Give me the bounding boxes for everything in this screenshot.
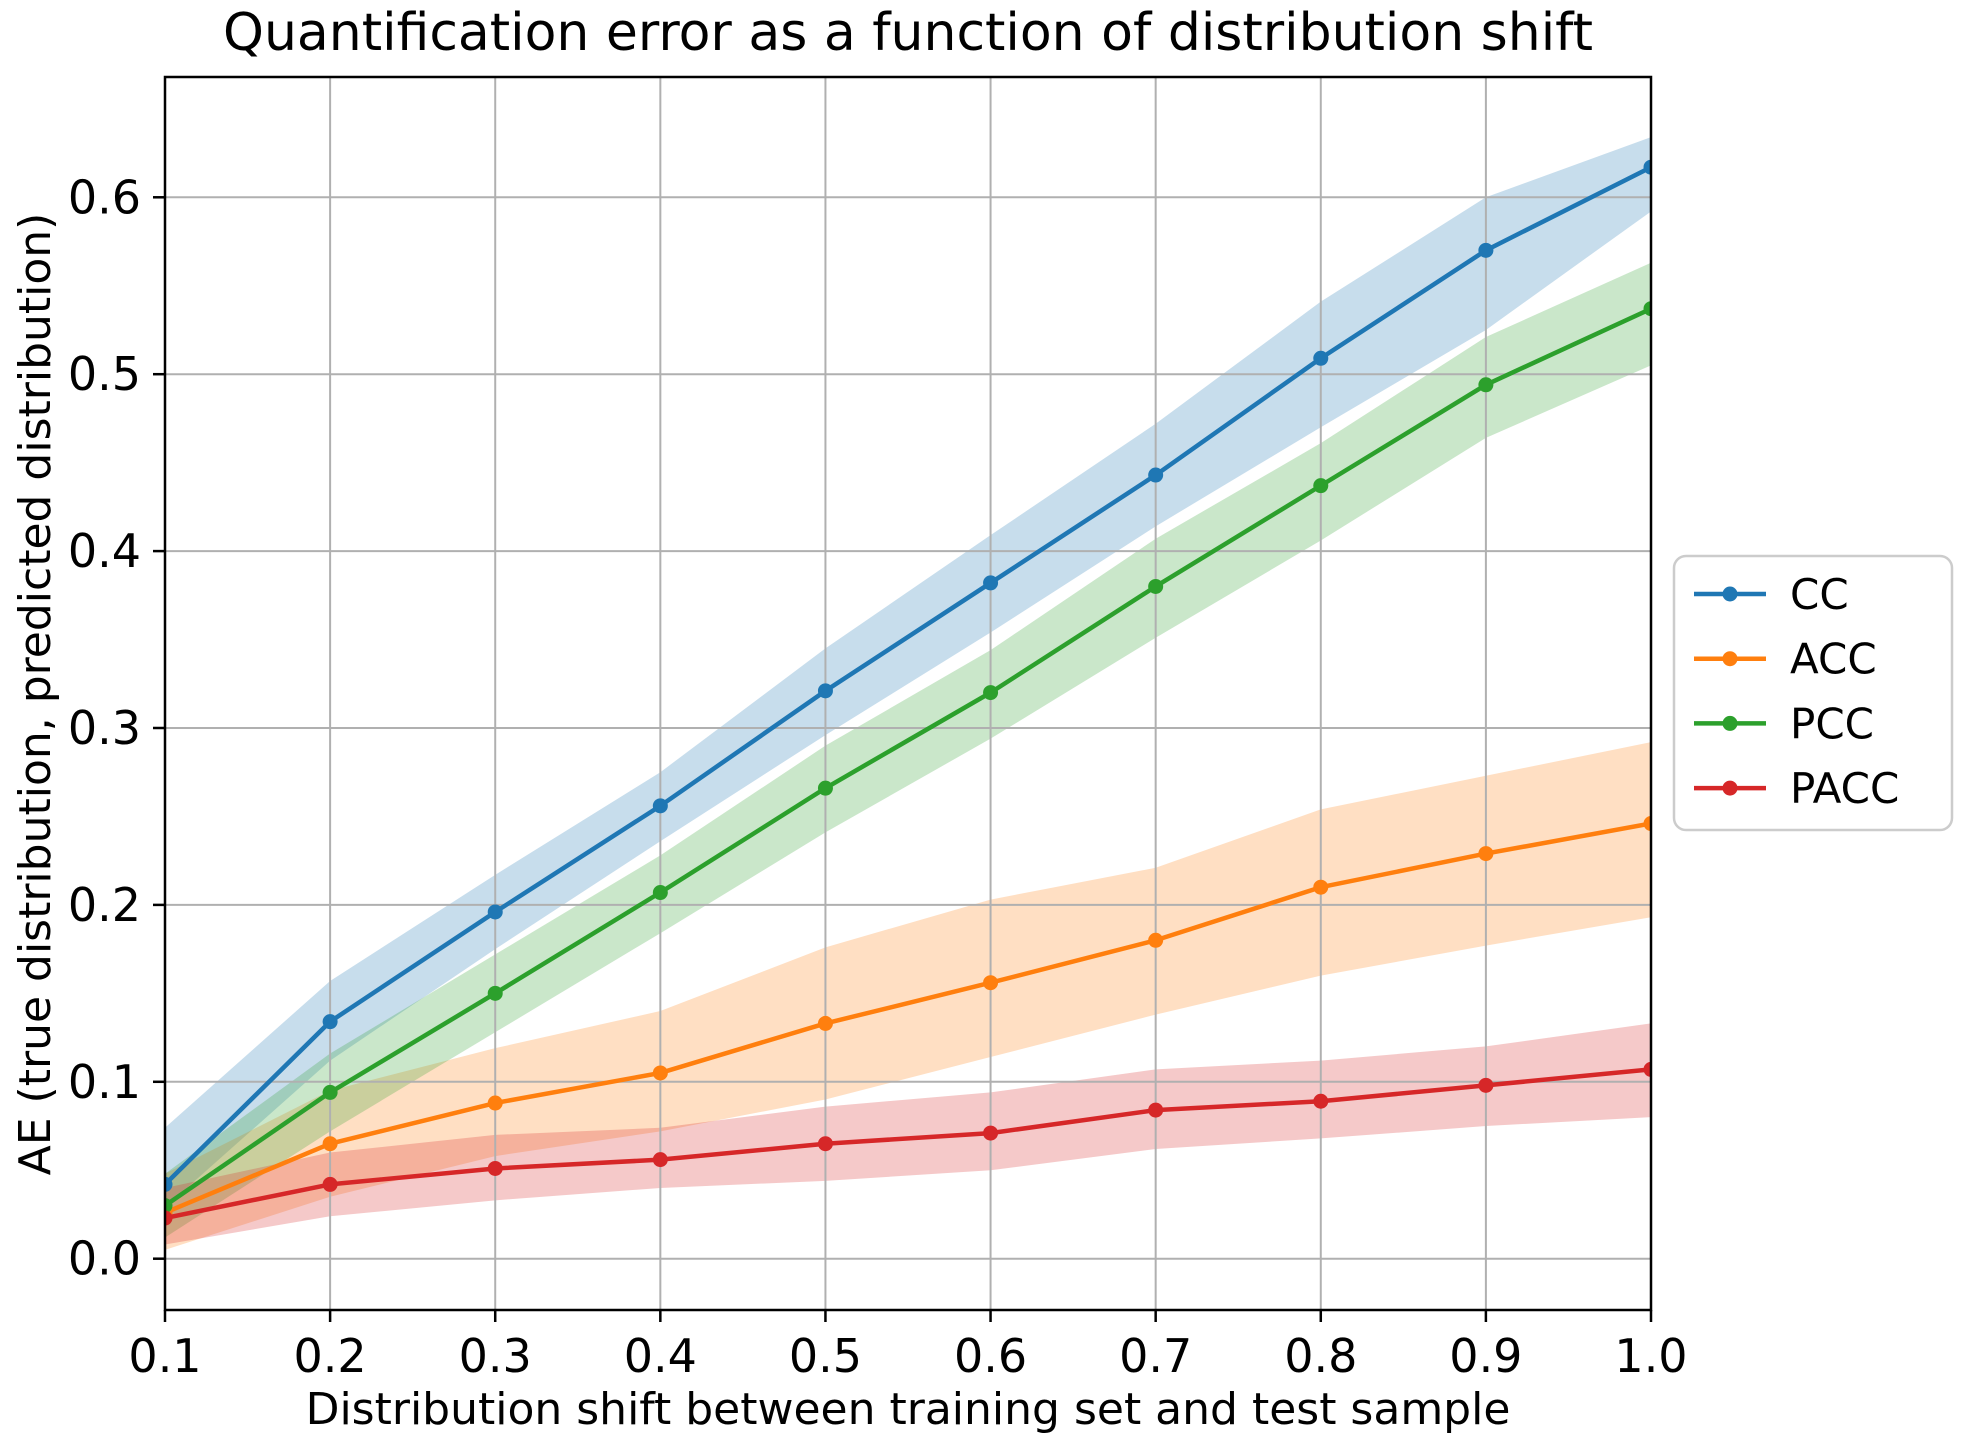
- legend-label-pacc: PACC: [1790, 764, 1899, 813]
- y-axis-label: AE (true distribution, predicted distrib…: [10, 213, 61, 1176]
- marker-acc: [1643, 816, 1651, 832]
- legend-label-cc: CC: [1790, 570, 1849, 619]
- marker-pacc: [652, 1152, 668, 1168]
- legend-marker-pcc: [1722, 715, 1738, 731]
- marker-pcc: [652, 885, 668, 901]
- legend-label-acc: ACC: [1790, 635, 1877, 684]
- y-tick-label: 0.0: [68, 1232, 141, 1286]
- marker-cc: [322, 1014, 338, 1030]
- marker-pacc: [487, 1160, 503, 1176]
- legend-marker-cc: [1722, 586, 1738, 602]
- y-tick-label: 0.3: [68, 701, 141, 755]
- marker-pacc: [817, 1136, 833, 1152]
- marker-pacc: [1148, 1102, 1164, 1118]
- band-pacc: [165, 1023, 1651, 1245]
- band-pcc: [165, 262, 1651, 1238]
- marker-pcc: [983, 685, 999, 701]
- marker-pcc: [1148, 578, 1164, 594]
- x-tick-label: 0.3: [459, 1329, 532, 1383]
- marker-acc: [652, 1065, 668, 1081]
- band-acc: [165, 742, 1651, 1250]
- marker-pacc: [1643, 1061, 1651, 1077]
- marker-cc: [652, 798, 668, 814]
- marker-pcc: [165, 1198, 173, 1214]
- line-pacc: [165, 1067, 1651, 1221]
- marker-pcc: [1478, 377, 1494, 393]
- plot-border: [163, 75, 1653, 1312]
- x-tick-label: 0.7: [1119, 1329, 1192, 1383]
- marker-pacc: [1313, 1093, 1329, 1109]
- band-cc: [165, 137, 1651, 1208]
- marker-cc: [1148, 467, 1164, 483]
- marker-cc: [1478, 242, 1494, 258]
- chart-title: Quantification error as a function of di…: [223, 3, 1593, 63]
- y-tick-label: 0.5: [68, 347, 141, 401]
- y-tick-label: 0.4: [68, 524, 141, 578]
- marker-pcc: [817, 780, 833, 796]
- x-axis-label: Distribution shift between training set …: [306, 1384, 1511, 1435]
- marker-acc: [1313, 879, 1329, 895]
- marker-pcc: [322, 1084, 338, 1100]
- legend-marker-pacc: [1722, 780, 1738, 796]
- x-tick-label: 1.0: [1614, 1329, 1687, 1383]
- x-tick-label: 0.5: [789, 1329, 862, 1383]
- marker-pcc: [487, 985, 503, 1001]
- marker-cc: [165, 1176, 173, 1192]
- axis-ticks-layer: 0.1 0.2 0.3 0.4 0.5 0.6 0.7 0.8 0.9 1.0 0.0 0.1 0.2 0…: [68, 170, 1688, 1383]
- marker-acc: [487, 1095, 503, 1111]
- marker-cc: [817, 683, 833, 699]
- x-tick-label: 0.9: [1449, 1329, 1522, 1383]
- x-tick-label: 0.8: [1284, 1329, 1357, 1383]
- marker-pcc: [1643, 301, 1651, 317]
- marker-pacc: [322, 1176, 338, 1192]
- confidence-bands-layer: [165, 137, 1651, 1250]
- marker-cc: [1643, 159, 1651, 175]
- x-tick-label: 0.6: [954, 1329, 1027, 1383]
- x-tick-label: 0.1: [128, 1329, 201, 1383]
- marker-pcc: [1313, 478, 1329, 494]
- legend-label-pcc: PCC: [1790, 699, 1874, 748]
- x-tick-label: 0.4: [624, 1329, 697, 1383]
- marker-pacc: [165, 1210, 173, 1226]
- legend-marker-acc: [1722, 651, 1738, 667]
- line-acc: [165, 821, 1651, 1215]
- x-tick-label: 0.2: [294, 1329, 367, 1383]
- marker-acc: [322, 1136, 338, 1152]
- series-lines-layer: [165, 159, 1651, 1226]
- y-tick-label: 0.2: [68, 878, 141, 932]
- y-tick-label: 0.6: [68, 170, 141, 224]
- marker-pacc: [983, 1125, 999, 1141]
- marker-acc: [1148, 932, 1164, 948]
- marker-acc: [1478, 846, 1494, 862]
- marker-acc: [983, 975, 999, 991]
- line-cc: [165, 164, 1651, 1187]
- legend: CC ACC PCC PACC: [1672, 554, 1954, 832]
- marker-cc: [983, 575, 999, 591]
- line-pcc: [165, 306, 1651, 1208]
- y-tick-label: 0.1: [68, 1055, 141, 1109]
- legend-box: [1672, 554, 1954, 832]
- marker-pacc: [1478, 1077, 1494, 1093]
- marker-acc: [817, 1015, 833, 1031]
- marker-cc: [487, 904, 503, 920]
- marker-cc: [1313, 350, 1329, 366]
